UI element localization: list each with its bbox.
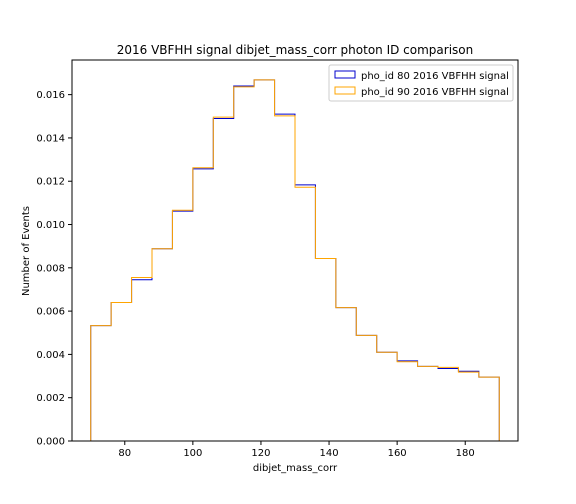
y-tick-label: 0.014 (36, 133, 65, 144)
y-tick-label: 0.000 (36, 437, 65, 448)
x-tick-label: 120 (251, 448, 270, 459)
y-tick-label: 0.012 (36, 177, 65, 188)
legend-box (328, 64, 514, 102)
x-tick-label: 160 (388, 448, 407, 459)
x-tick-label: 100 (183, 448, 202, 459)
x-tick-label: 180 (456, 448, 475, 459)
plot-frame (71, 59, 519, 442)
chart-title: 2016 VBFHH signal dibjet_mass_corr photo… (117, 43, 474, 57)
y-tick-label: 0.008 (36, 263, 65, 274)
legend-swatch (334, 86, 356, 95)
y-tick-label: 0.016 (36, 90, 65, 101)
y-tick-label: 0.010 (36, 220, 65, 231)
legend-entry-label: pho_id 80 2016 VBFHH signal (361, 71, 509, 82)
legend-swatch (334, 70, 356, 79)
series-2-step-line (90, 79, 500, 441)
y-tick-label: 0.002 (36, 393, 65, 404)
y-axis: 0.000 0.002 0.004 0.006 0.008 0.010 0.012 0.014… (36, 90, 72, 448)
y-tick-label: 0.004 (36, 350, 65, 361)
legend-entry-label: pho_id 90 2016 VBFHH signal (361, 87, 509, 98)
y-axis-label: Number of Events (21, 206, 32, 296)
x-axis-label: dibjet_mass_corr (253, 463, 338, 474)
x-axis: 80 100 120 140 160 180 (118, 441, 475, 459)
plot-area (71, 59, 519, 442)
x-tick-label: 80 (118, 448, 131, 459)
y-tick-label: 0.006 (36, 307, 65, 318)
x-tick-label: 140 (319, 448, 338, 459)
legend: pho_id 80 2016 VBFHH signal pho_id 90 201… (328, 64, 514, 102)
